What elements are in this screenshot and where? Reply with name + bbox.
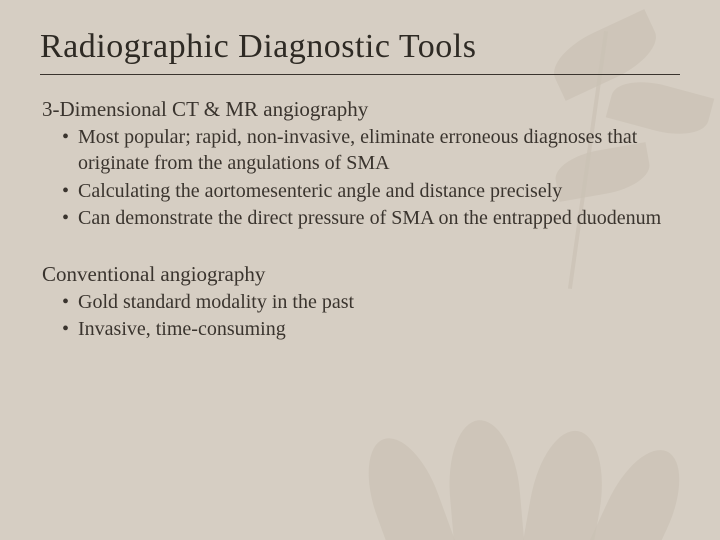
bullet-item: Can demonstrate the direct pressure of S…	[62, 205, 680, 231]
bullet-item: Most popular; rapid, non-invasive, elimi…	[62, 124, 680, 177]
title-underline	[40, 74, 680, 75]
bullet-list: Gold standard modality in the past Invas…	[40, 289, 680, 343]
section-heading: Conventional angiography	[42, 262, 680, 287]
section-heading: 3-Dimensional CT & MR angiography	[42, 97, 680, 122]
bullet-item: Gold standard modality in the past	[62, 289, 680, 315]
slide-content: Radiographic Diagnostic Tools 3-Dimensio…	[0, 0, 720, 540]
bullet-list: Most popular; rapid, non-invasive, elimi…	[40, 124, 680, 232]
bullet-item: Invasive, time-consuming	[62, 316, 680, 342]
slide-title: Radiographic Diagnostic Tools	[40, 28, 680, 66]
bullet-item: Calculating the aortomesenteric angle an…	[62, 178, 680, 204]
